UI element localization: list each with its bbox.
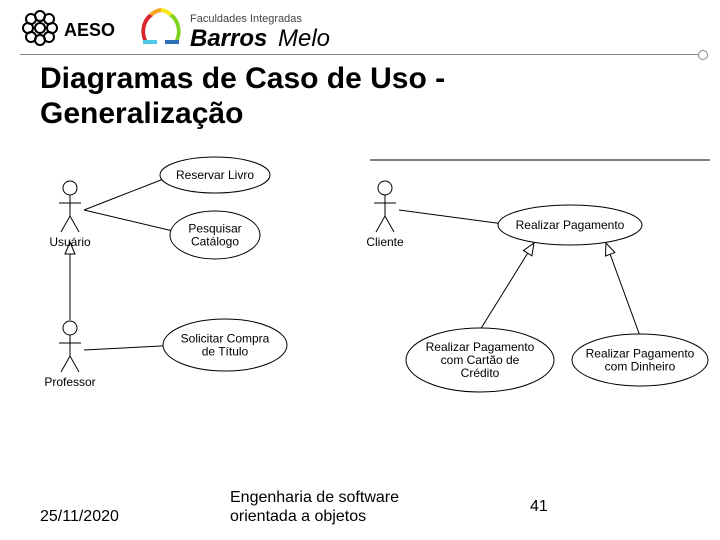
actor-cliente: Cliente xyxy=(366,181,404,249)
svg-text:Usuário: Usuário xyxy=(49,235,91,249)
footer-center: Engenharia de software orientada a objet… xyxy=(230,488,490,526)
svg-text:Reservar Livro: Reservar Livro xyxy=(176,168,254,182)
usecase-dinheiro: Realizar Pagamentocom Dinheiro xyxy=(572,334,708,386)
faculdades-line: Faculdades Integradas xyxy=(190,13,302,25)
usecase-reservar: Reservar Livro xyxy=(160,157,270,193)
slide: AESO Faculdades Integradas Barros Melo xyxy=(0,0,720,540)
actor-professor: Professor xyxy=(44,321,95,389)
bm-text-svg: Faculdades Integradas Barros Melo xyxy=(190,8,450,52)
slide-footer: 25/11/2020 Engenharia de software orient… xyxy=(0,486,720,526)
svg-text:Crédito: Crédito xyxy=(461,366,500,380)
svg-text:Realizar Pagamento: Realizar Pagamento xyxy=(516,218,625,232)
svg-text:de Título: de Título xyxy=(202,345,249,359)
usecase-cartao: Realizar Pagamentocom Cartão deCrédito xyxy=(406,328,554,392)
header-rule xyxy=(20,54,700,55)
header-rule-dot xyxy=(698,50,708,60)
svg-text:Realizar Pagamento: Realizar Pagamento xyxy=(586,347,695,361)
footer-center-line1: Engenharia de software xyxy=(230,489,399,506)
svg-text:Cliente: Cliente xyxy=(366,235,404,249)
diagram-svg: Reservar Livro PesquisarCatálogo Solicitar… xyxy=(0,140,720,460)
aeso-logo: AESO xyxy=(20,6,130,55)
svg-text:Solicitar Compra: Solicitar Compra xyxy=(181,332,270,346)
aeso-label: AESO xyxy=(64,20,115,40)
barros-melo-logo-mark xyxy=(138,6,184,55)
footer-center-line2: orientada a objetos xyxy=(230,508,366,525)
footer-page-number: 41 xyxy=(530,498,548,516)
title-line-2: Generalização xyxy=(40,97,243,130)
barros-melo-logo-text: Faculdades Integradas Barros Melo xyxy=(190,8,450,57)
svg-text:com Cartão de: com Cartão de xyxy=(441,353,520,367)
bm-logo-svg xyxy=(138,6,184,50)
svg-text:com Dinheiro: com Dinheiro xyxy=(605,360,676,374)
melo-word: Melo xyxy=(278,25,330,52)
usecase-solicitar: Solicitar Comprade Título xyxy=(163,319,287,371)
use-case-diagram: Reservar Livro PesquisarCatálogo Solicitar… xyxy=(0,140,720,460)
slide-title: Diagramas de Caso de Uso - Generalização xyxy=(40,62,445,131)
svg-text:Professor: Professor xyxy=(44,375,95,389)
usecase-pagar: Realizar Pagamento xyxy=(498,205,642,245)
usecase-pesquisar: PesquisarCatálogo xyxy=(170,211,260,259)
svg-text:Realizar Pagamento: Realizar Pagamento xyxy=(426,340,535,354)
slide-header: AESO Faculdades Integradas Barros Melo xyxy=(0,0,720,58)
actor-usuario: Usuário xyxy=(49,181,91,249)
barros-word: Barros xyxy=(190,25,267,52)
aeso-logo-svg: AESO xyxy=(20,6,130,50)
footer-date: 25/11/2020 xyxy=(40,508,119,526)
title-line-1: Diagramas de Caso de Uso - xyxy=(40,62,445,95)
svg-text:Pesquisar: Pesquisar xyxy=(188,222,241,236)
svg-text:Catálogo: Catálogo xyxy=(191,235,239,249)
